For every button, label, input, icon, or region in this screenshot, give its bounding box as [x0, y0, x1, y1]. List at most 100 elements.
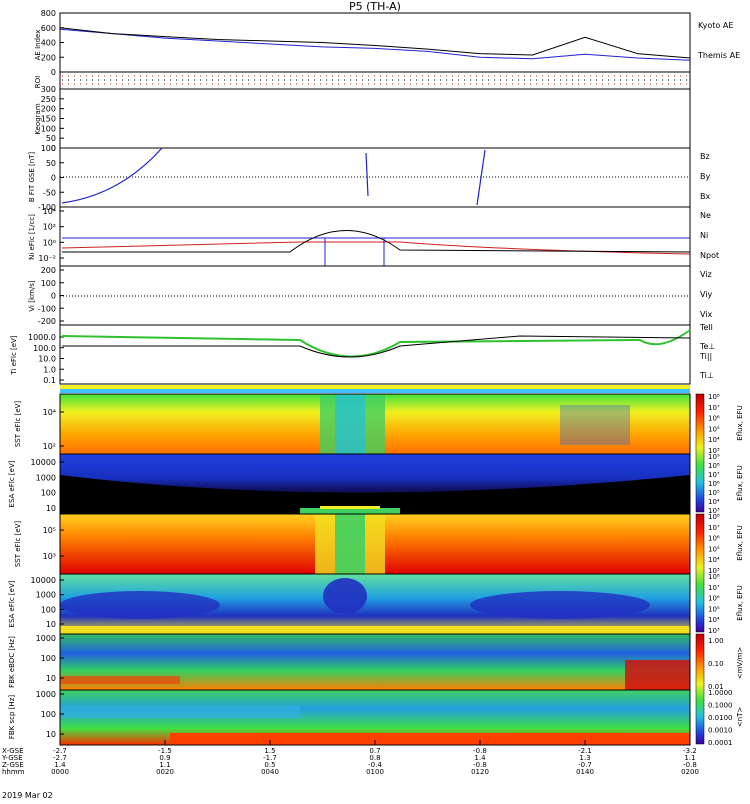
y-tick-label: 10000 — [31, 458, 56, 467]
footer-axis: X-GSE Y-GSE Z-GSE hhmm -2.7 -2.7 1.4 0000 -1.5 0.… — [0, 745, 750, 800]
legend-tell: Tell — [699, 323, 713, 332]
y-tick-label: 10³ — [43, 552, 56, 561]
esa-i-blob — [60, 591, 220, 619]
legend-ti-par: Ti|| — [699, 352, 712, 361]
ae-index-panel: AE Index 800 600 400 200 0 Kyoto AE Themis A… — [34, 9, 740, 77]
y-tick-label: 0 — [51, 174, 56, 183]
y-tick-label: 100 — [41, 654, 56, 663]
y-tick-label: 10000 — [31, 576, 56, 585]
legend-vix: Vix — [700, 310, 713, 319]
sst-ion-spectrogram: SST eFlc [eV] 10⁵ 10³ — [14, 513, 691, 575]
y-tick-label: 10 — [46, 504, 56, 513]
bfit-panel: B FIT GSE [nT] 100 50 0 -50 -100 Bz By Bx — [28, 144, 710, 212]
footer-row-label: X-GSE — [2, 747, 24, 755]
footer-value: 0040 — [261, 768, 279, 776]
series-bx-segment — [365, 152, 369, 197]
esa-i-ylabel: ESA eFlc [eV] — [8, 580, 16, 627]
velocity-yticks: 200 100 0 -100 -200 — [38, 266, 64, 326]
y-tick-label: 100 — [41, 279, 56, 288]
y-tick-label: 0.1 — [43, 376, 56, 385]
esa-e-yticks: 10000 1000 100 10 — [31, 458, 64, 513]
footer-rows: X-GSEY-GSEZ-GSEhhmm-2.7-2.71.40000-1.50.… — [1, 747, 699, 776]
colorbar-tick-label: 10⁷ — [708, 404, 720, 412]
footer-value: -0.8 — [473, 761, 487, 769]
temperature-panel: Ti eFlc [eV] 1000.0100.010.01.00.1 Tell … — [10, 323, 715, 385]
ae-yticks: 800 600 400 200 0 — [41, 9, 64, 77]
colorbar-tick-label: 10⁶ — [708, 480, 720, 488]
footer-value: 1.4 — [54, 761, 66, 769]
colorbar-label: <nT> — [736, 707, 744, 728]
y-tick-label: 10² — [43, 442, 56, 451]
y-tick-label: 200 — [41, 266, 56, 275]
fbk-b-yticks: 1000 100 10 — [36, 690, 64, 739]
footer-value: 1.1 — [684, 754, 695, 762]
y-tick-label: 200 — [41, 105, 56, 114]
y-tick-label: 1000 — [36, 591, 56, 600]
series-tell — [62, 335, 691, 358]
legend-npot: Npot — [700, 251, 719, 260]
date-label: 2019 Mar 02 — [2, 791, 53, 800]
y-tick-label: 100 — [41, 489, 56, 498]
colorbar-tick-label: 10⁶ — [708, 595, 720, 603]
colorbar-tick-label: 0.0100 — [708, 714, 733, 722]
sst-i-band — [335, 514, 365, 574]
sst-i-ylabel: SST eFlc [eV] — [14, 521, 22, 568]
y-tick-label: 0 — [51, 68, 56, 77]
colorbar-tick-label: 10⁴ — [708, 498, 720, 506]
fbk-b-ylabel: FBK scp [Hz] — [8, 695, 16, 739]
fbk-b-band — [170, 733, 690, 745]
legend-by: By — [700, 172, 710, 181]
esa-electron-spectrogram: ESA eFlc [eV] 10000 1000 100 10 — [8, 453, 691, 515]
esa-e-dark — [60, 475, 690, 514]
state-bar — [60, 385, 690, 389]
footer-row-label: Y-GSE — [1, 754, 23, 762]
y-tick-label: 10⁵ — [43, 526, 56, 535]
footer-value: -0.8 — [473, 747, 487, 755]
colorbar-tick-label: 10⁵ — [708, 425, 720, 433]
y-tick-label: 100 — [41, 124, 56, 133]
y-tick-label: -200 — [38, 317, 56, 326]
series-themis-ae — [59, 27, 691, 59]
fbk-e-yticks: 1000 100 10 — [36, 634, 64, 683]
colorbar-tick-label: 10⁵ — [708, 605, 720, 613]
footer-value: -0.8 — [683, 761, 697, 769]
colorbar-tick-label: 10⁴ — [708, 616, 720, 624]
state-bar — [60, 389, 690, 393]
colorbar-tick-label: 1.0000 — [708, 689, 733, 697]
y-tick-label: 10 — [46, 620, 56, 629]
colorbar-label: <mV/m> — [736, 647, 744, 680]
colorbar-tick-label: 0.0010 — [708, 727, 733, 735]
fbk-e-band — [625, 660, 690, 690]
colorbar-tick-label: 10³ — [708, 447, 720, 455]
colorbar-tick-label: 0.01 — [708, 683, 724, 691]
fbk-b-band — [60, 706, 300, 718]
y-tick-label: -100 — [38, 304, 56, 313]
y-tick-label: 50 — [46, 134, 56, 143]
y-tick-label: 1000 — [36, 634, 56, 643]
footer-value: 0120 — [471, 768, 489, 776]
colorbar-tick-label: 0.0001 — [708, 739, 733, 747]
y-tick-label: 1000.0 — [28, 333, 56, 342]
legend-ni: Ni — [700, 231, 708, 240]
y-tick-label: 0 — [51, 292, 56, 301]
temperature-yticks: 1000.0 100.0 10.01.0 0.1 — [28, 333, 64, 385]
y-tick-label: 10² — [43, 223, 56, 232]
y-tick-label: 0 — [51, 144, 56, 153]
sst-e-ylabel: SST eFlc [eV] — [14, 401, 22, 448]
footer-value: -1.7 — [263, 754, 277, 762]
y-tick-label: 50 — [46, 159, 56, 168]
y-tick-label: 150 — [41, 115, 56, 124]
y-tick-label: 1000 — [36, 690, 56, 699]
y-tick-label: 800 — [41, 9, 56, 18]
velocity-ylabel: Vi [km/s] — [28, 280, 36, 311]
footer-row-label: hhmm — [2, 768, 25, 776]
legend-te-perp: Te⊥ — [699, 342, 715, 351]
ae-ylabel: AE Index — [34, 30, 42, 61]
esa-ion-spectrogram: ESA eFlc [eV] 10000 1000 100 10 — [8, 573, 691, 635]
y-tick-label: 1.0 — [43, 365, 56, 374]
density-yticks: 10⁴ 10² 10⁰ 10⁻² — [38, 207, 64, 263]
colorbar-tick-label: 10⁷ — [708, 584, 720, 592]
sst-e-band — [560, 405, 630, 445]
series-bx-segment — [476, 149, 486, 206]
